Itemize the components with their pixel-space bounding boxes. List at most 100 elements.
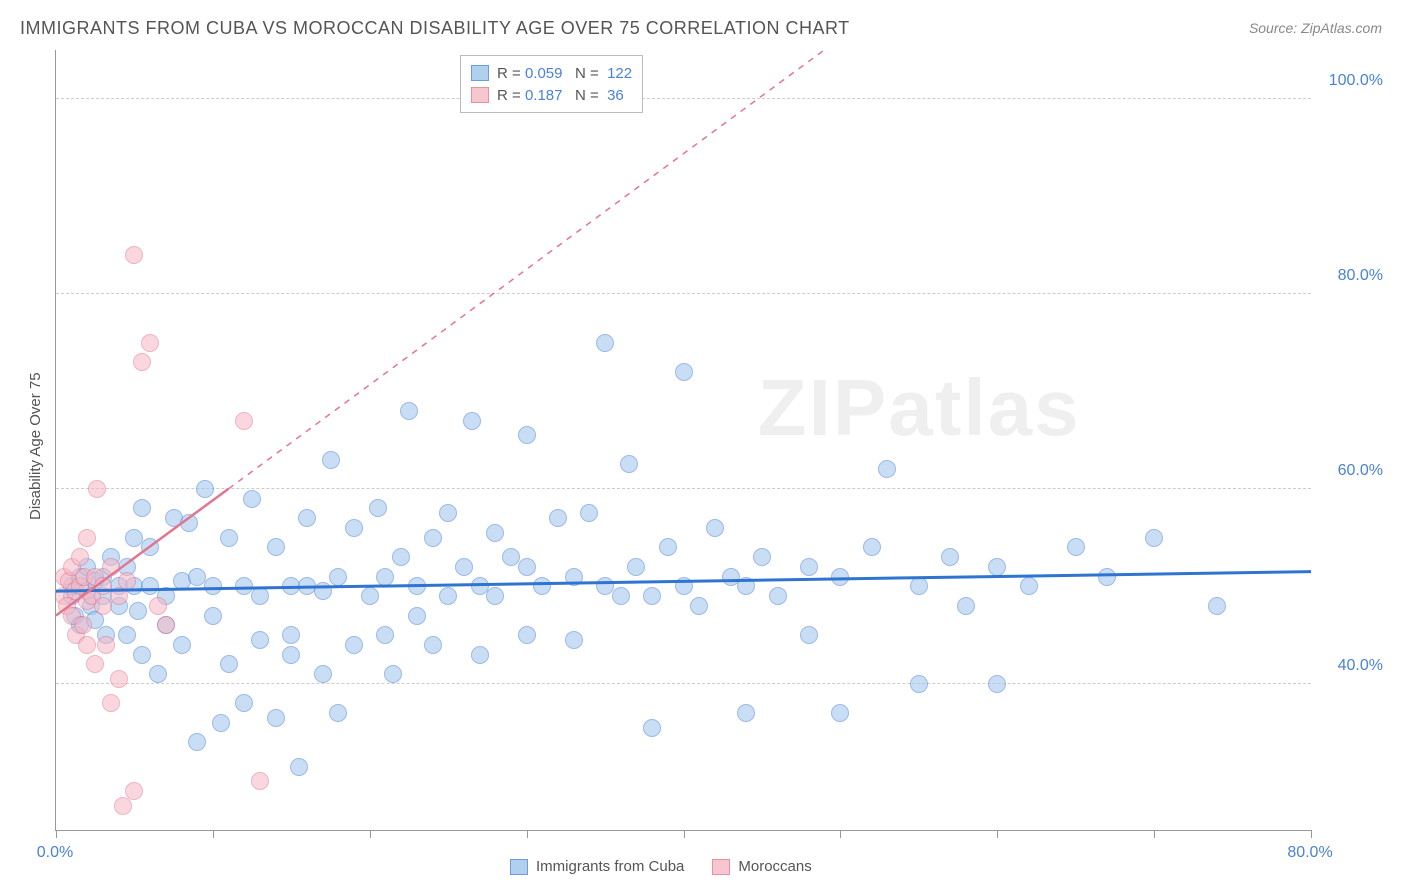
data-point — [627, 558, 645, 576]
data-point — [173, 636, 191, 654]
y-axis-label: Disability Age Over 75 — [27, 372, 44, 520]
legend-label: Immigrants from Cuba — [536, 858, 684, 875]
legend-swatch — [712, 859, 730, 875]
data-point — [455, 558, 473, 576]
data-point — [329, 704, 347, 722]
x-tick — [370, 830, 371, 838]
x-tick — [56, 830, 57, 838]
data-point — [408, 577, 426, 595]
data-point — [690, 597, 708, 615]
data-point — [314, 665, 332, 683]
data-point — [1208, 597, 1226, 615]
data-point — [196, 480, 214, 498]
data-point — [188, 733, 206, 751]
data-point — [133, 646, 151, 664]
data-point — [345, 519, 363, 537]
trend-line-extension — [229, 0, 1076, 489]
data-point — [376, 568, 394, 586]
data-point — [878, 460, 896, 478]
data-point — [133, 353, 151, 371]
gridline — [56, 98, 1311, 99]
data-point — [102, 558, 120, 576]
data-point — [78, 636, 96, 654]
data-point — [118, 626, 136, 644]
data-point — [102, 694, 120, 712]
data-point — [988, 675, 1006, 693]
x-tick — [213, 830, 214, 838]
data-point — [831, 568, 849, 586]
data-point — [800, 626, 818, 644]
plot-area: 40.0%60.0%80.0%100.0% — [55, 50, 1311, 831]
trend-lines — [56, 50, 1311, 830]
data-point — [251, 772, 269, 790]
y-tick-label: 80.0% — [1319, 267, 1383, 285]
data-point — [737, 704, 755, 722]
data-point — [376, 626, 394, 644]
data-point — [125, 782, 143, 800]
legend-swatch — [471, 65, 489, 81]
data-point — [74, 616, 92, 634]
data-point — [133, 499, 151, 517]
source-attribution: Source: ZipAtlas.com — [1249, 20, 1382, 36]
data-point — [204, 577, 222, 595]
legend-swatch — [510, 859, 528, 875]
y-tick-label: 60.0% — [1319, 462, 1383, 480]
data-point — [243, 490, 261, 508]
data-point — [329, 568, 347, 586]
data-point — [322, 451, 340, 469]
data-point — [204, 607, 222, 625]
data-point — [988, 558, 1006, 576]
data-point — [565, 631, 583, 649]
data-point — [518, 426, 536, 444]
legend-swatch — [471, 87, 489, 103]
y-tick-label: 100.0% — [1319, 72, 1383, 90]
legend-row: R = 0.059 N = 122 — [471, 62, 632, 84]
data-point — [706, 519, 724, 537]
data-point — [235, 694, 253, 712]
data-point — [251, 631, 269, 649]
data-point — [71, 548, 89, 566]
data-point — [125, 246, 143, 264]
data-point — [86, 655, 104, 673]
data-point — [212, 714, 230, 732]
data-point — [94, 597, 112, 615]
data-point — [463, 412, 481, 430]
data-point — [129, 602, 147, 620]
data-point — [643, 587, 661, 605]
data-point — [1098, 568, 1116, 586]
data-point — [471, 646, 489, 664]
data-point — [141, 538, 159, 556]
data-point — [737, 577, 755, 595]
data-point — [518, 558, 536, 576]
data-point — [408, 607, 426, 625]
data-point — [549, 509, 567, 527]
data-point — [518, 626, 536, 644]
data-point — [361, 587, 379, 605]
data-point — [180, 514, 198, 532]
data-point — [400, 402, 418, 420]
data-point — [141, 334, 159, 352]
data-point — [220, 655, 238, 673]
y-tick-label: 40.0% — [1319, 657, 1383, 675]
data-point — [78, 529, 96, 547]
data-point — [659, 538, 677, 556]
data-point — [596, 334, 614, 352]
data-point — [486, 587, 504, 605]
data-point — [384, 665, 402, 683]
x-tick — [527, 830, 528, 838]
data-point — [290, 758, 308, 776]
data-point — [769, 587, 787, 605]
data-point — [392, 548, 410, 566]
data-point — [118, 572, 136, 590]
data-point — [863, 538, 881, 556]
data-point — [800, 558, 818, 576]
data-point — [486, 524, 504, 542]
gridline — [56, 488, 1311, 489]
data-point — [282, 646, 300, 664]
data-point — [88, 480, 106, 498]
data-point — [957, 597, 975, 615]
data-point — [220, 529, 238, 547]
data-point — [267, 538, 285, 556]
data-point — [439, 504, 457, 522]
correlation-legend: R = 0.059 N = 122R = 0.187 N = 36 — [460, 55, 643, 113]
